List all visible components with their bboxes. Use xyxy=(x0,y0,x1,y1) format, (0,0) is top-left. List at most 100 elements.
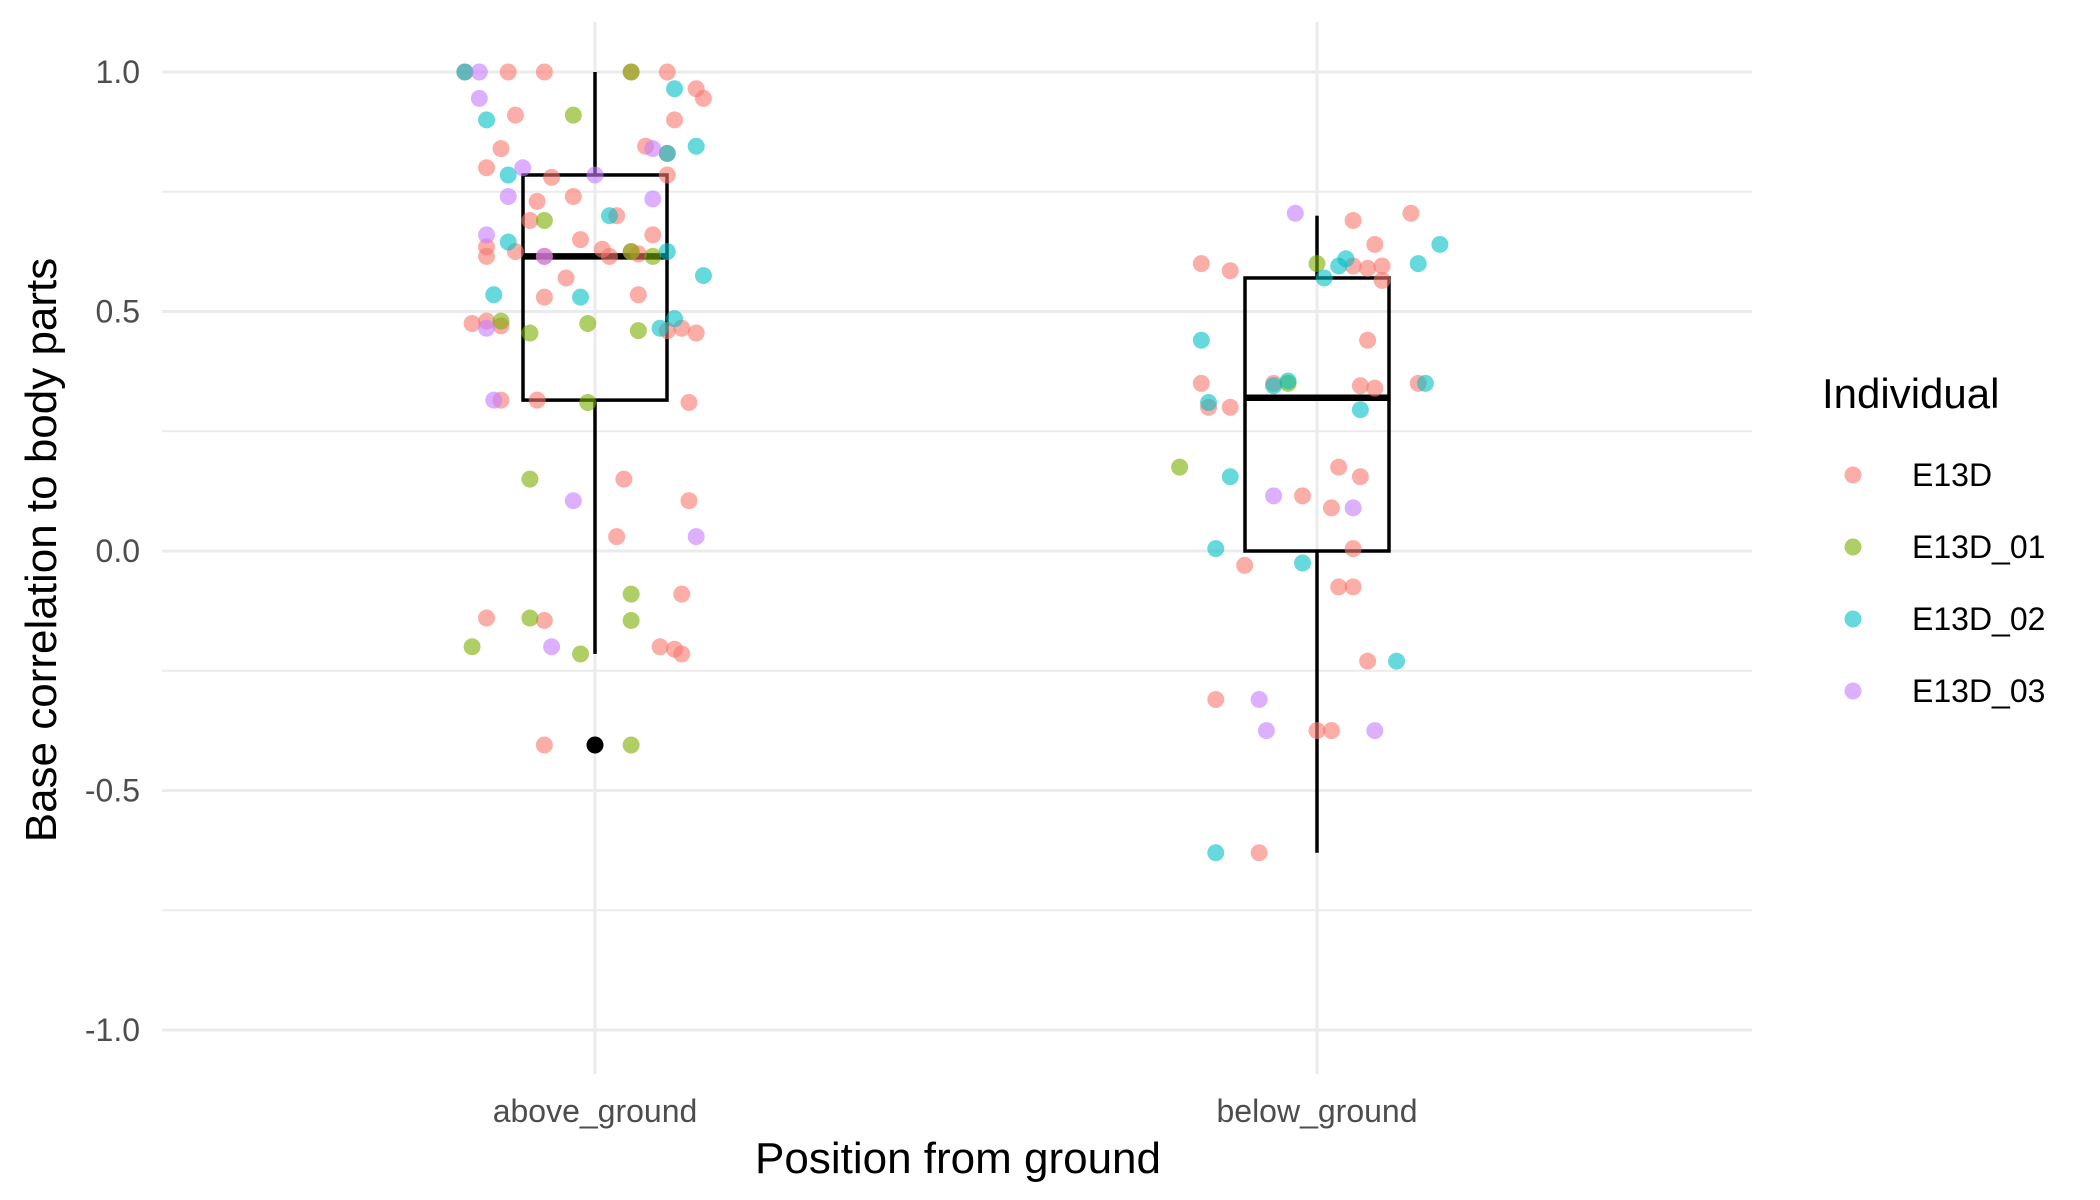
point-E13D_01 xyxy=(463,638,481,656)
legend-label: E13D_02 xyxy=(1912,601,2045,637)
box-layer xyxy=(521,72,1391,853)
point-E13D xyxy=(1344,540,1362,558)
y-axis-title: Base correlation to body parts xyxy=(17,258,66,843)
point-E13D_02 xyxy=(1279,372,1297,390)
point-E13D_02 xyxy=(1192,331,1210,349)
point-E13D_01 xyxy=(521,609,539,627)
point-E13D xyxy=(478,609,496,627)
point-E13D xyxy=(1373,271,1391,289)
point-E13D_02 xyxy=(694,267,712,285)
point-E13D_02 xyxy=(666,310,684,328)
point-E13D_02 xyxy=(600,207,618,225)
point-E13D xyxy=(1207,690,1225,708)
point-E13D_03 xyxy=(1366,722,1384,740)
y-tick-label: 1.0 xyxy=(96,54,140,90)
point-E13D xyxy=(1308,722,1326,740)
point-E13D_02 xyxy=(687,137,705,155)
jitter-points-layer xyxy=(456,63,1449,862)
point-E13D_03 xyxy=(470,89,488,107)
point-E13D_02 xyxy=(1337,250,1355,268)
point-E13D_01 xyxy=(521,324,539,342)
point-E13D_02 xyxy=(1221,468,1239,486)
point-E13D xyxy=(1322,722,1340,740)
legend-item-E13D_02: E13D_02 xyxy=(1844,601,2045,637)
point-E13D_03 xyxy=(644,190,662,208)
x-axis-title: Position from ground xyxy=(755,1134,1161,1183)
point-E13D xyxy=(1221,262,1239,280)
point-E13D_03 xyxy=(586,166,604,184)
point-E13D_03 xyxy=(1250,690,1268,708)
point-E13D_01 xyxy=(622,611,640,629)
legend-swatch xyxy=(1844,538,1862,556)
point-E13D xyxy=(1359,331,1377,349)
point-E13D xyxy=(535,736,553,754)
point-E13D xyxy=(1250,844,1268,862)
legend-swatch xyxy=(1844,610,1862,628)
point-E13D_01 xyxy=(1308,255,1326,273)
y-tick-label: -1.0 xyxy=(85,1012,140,1048)
point-E13D_02 xyxy=(485,286,503,304)
point-E13D_01 xyxy=(622,63,640,81)
point-E13D_03 xyxy=(1257,722,1275,740)
point-E13D_01 xyxy=(622,585,640,603)
point-E13D_02 xyxy=(651,319,669,337)
point-E13D xyxy=(680,394,698,412)
point-E13D_01 xyxy=(579,314,597,332)
outlier-point xyxy=(586,736,604,754)
point-E13D_03 xyxy=(514,159,532,177)
point-E13D_02 xyxy=(1431,235,1449,253)
y-tick-label: -0.5 xyxy=(85,773,140,809)
point-E13D_01 xyxy=(572,645,590,663)
point-E13D xyxy=(564,188,582,206)
point-E13D_03 xyxy=(535,247,553,265)
point-E13D xyxy=(1236,556,1254,574)
y-tick-label: 0.0 xyxy=(96,533,140,569)
point-E13D_01 xyxy=(644,247,662,265)
legend-items: E13D E13D_01 E13D_02 E13D_03 xyxy=(1844,457,2045,709)
point-E13D_02 xyxy=(1315,269,1333,287)
point-E13D_03 xyxy=(1286,204,1304,222)
point-E13D_01 xyxy=(629,322,647,340)
point-E13D xyxy=(1192,255,1210,273)
point-E13D xyxy=(1366,379,1384,397)
point-E13D xyxy=(658,166,676,184)
legend-item-E13D_03: E13D_03 xyxy=(1844,673,2045,709)
point-E13D_03 xyxy=(543,638,561,656)
point-E13D xyxy=(666,111,684,129)
point-E13D xyxy=(673,645,691,663)
point-E13D_03 xyxy=(564,492,582,510)
point-E13D xyxy=(687,324,705,342)
point-E13D xyxy=(478,247,496,265)
point-E13D_02 xyxy=(1388,652,1406,670)
point-E13D xyxy=(1373,257,1391,275)
point-E13D_03 xyxy=(485,391,503,409)
point-E13D xyxy=(535,611,553,629)
point-E13D xyxy=(1330,458,1348,476)
legend-item-E13D: E13D xyxy=(1844,457,1992,493)
point-E13D xyxy=(600,247,618,265)
point-E13D_02 xyxy=(1200,394,1218,412)
point-E13D_03 xyxy=(478,319,496,337)
point-E13D_02 xyxy=(1207,540,1225,558)
point-E13D_02 xyxy=(572,288,590,306)
point-E13D xyxy=(680,492,698,510)
x-tick-label: above_ground xyxy=(493,1093,698,1129)
point-E13D xyxy=(694,89,712,107)
x-axis-ticks: above_ground below_ground xyxy=(493,1093,1418,1129)
point-E13D_02 xyxy=(499,166,517,184)
point-E13D_02 xyxy=(1207,844,1225,862)
point-E13D xyxy=(673,585,691,603)
point-E13D xyxy=(492,140,510,158)
point-E13D xyxy=(1359,259,1377,277)
y-tick-label: 0.5 xyxy=(96,294,140,330)
point-E13D_01 xyxy=(622,243,640,261)
point-E13D xyxy=(535,63,553,81)
point-E13D_03 xyxy=(1344,499,1362,517)
point-E13D_01 xyxy=(535,211,553,229)
x-tick-label: below_ground xyxy=(1216,1093,1417,1129)
point-E13D_01 xyxy=(564,106,582,124)
point-E13D xyxy=(1351,377,1369,395)
y-axis-ticks: -1.0 -0.5 0.0 0.5 1.0 xyxy=(85,54,140,1048)
point-E13D xyxy=(1344,211,1362,229)
point-E13D_02 xyxy=(658,243,676,261)
